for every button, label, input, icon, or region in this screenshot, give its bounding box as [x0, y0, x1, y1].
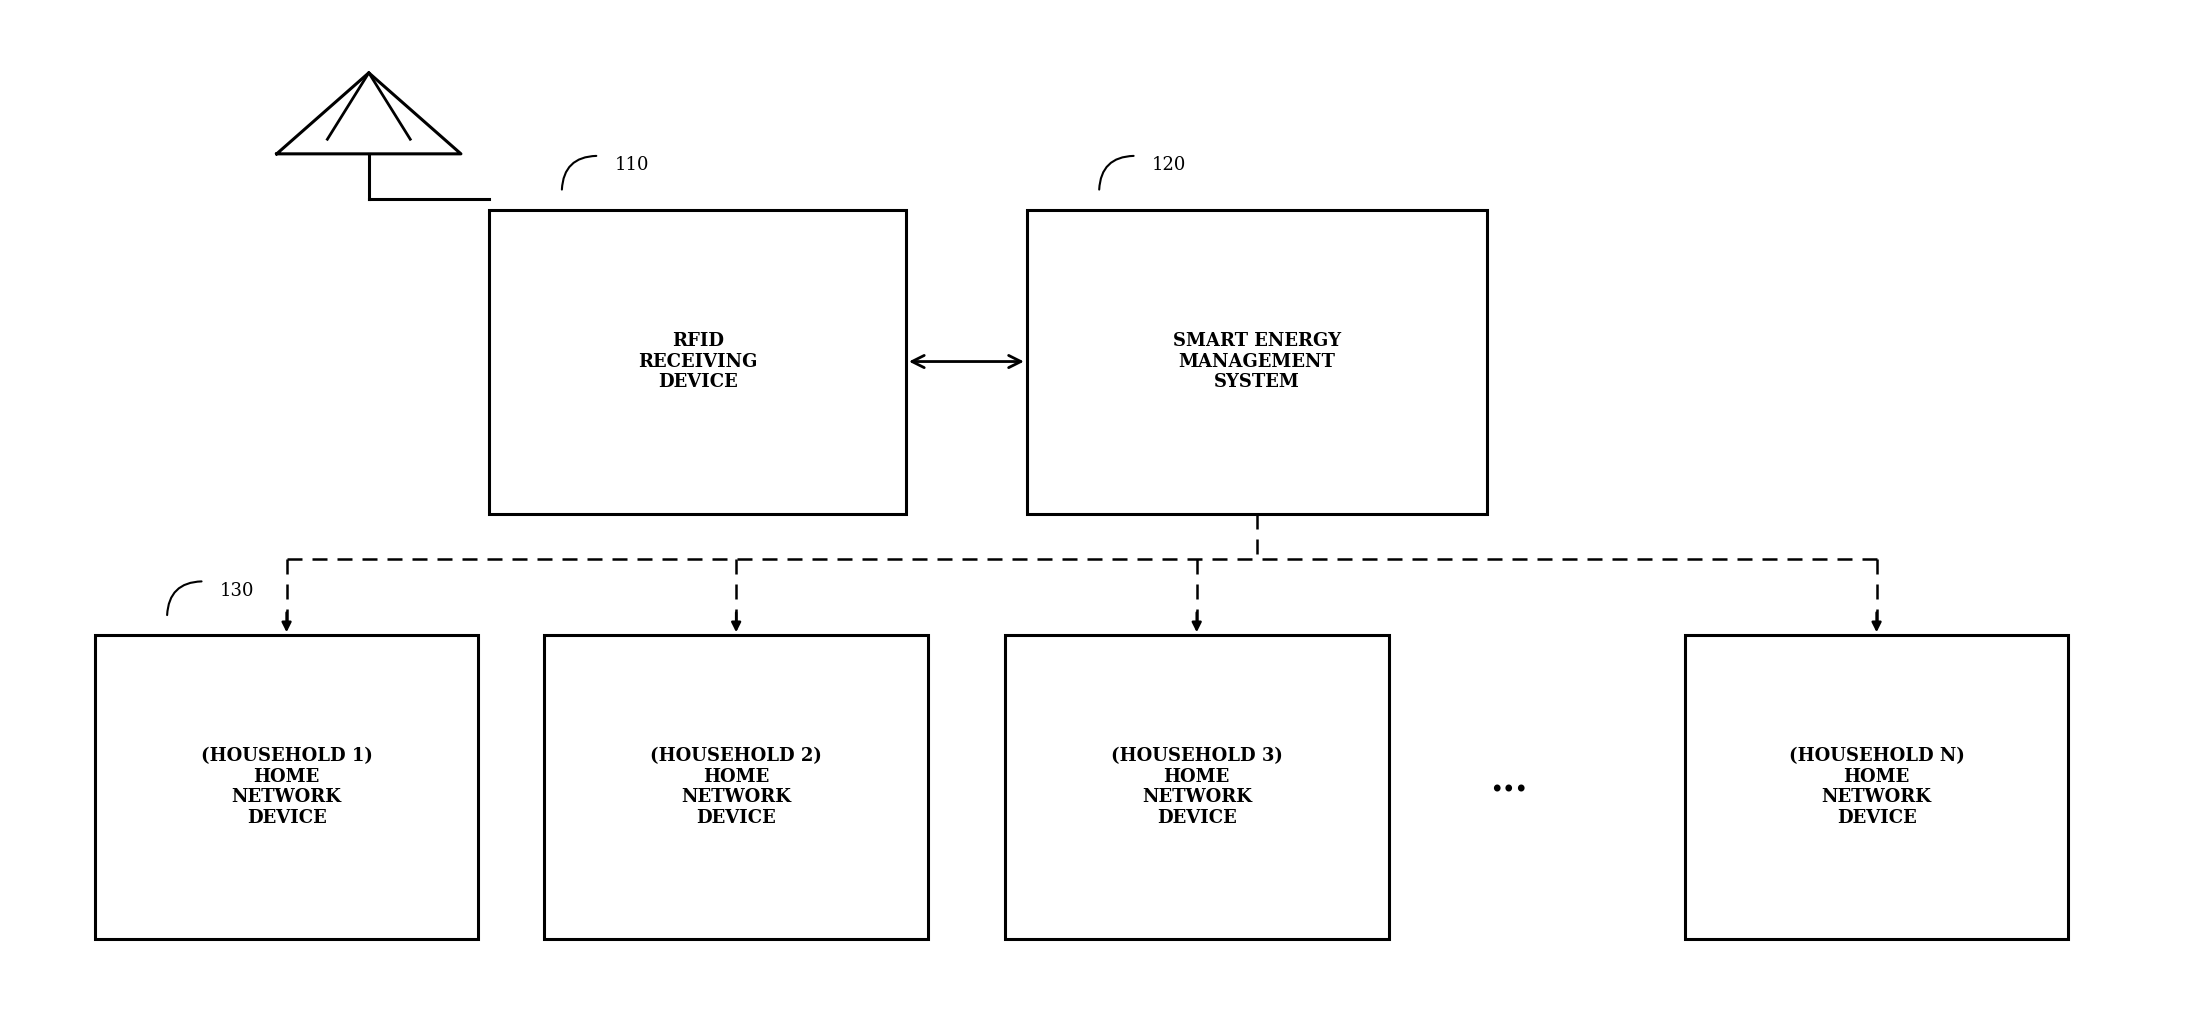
FancyBboxPatch shape — [95, 635, 479, 939]
Text: (HOUSEHOLD 3)
HOME
NETWORK
DEVICE: (HOUSEHOLD 3) HOME NETWORK DEVICE — [1110, 747, 1282, 827]
Text: (HOUSEHOLD N)
HOME
NETWORK
DEVICE: (HOUSEHOLD N) HOME NETWORK DEVICE — [1788, 747, 1964, 827]
Text: 120: 120 — [1152, 156, 1185, 175]
Text: 110: 110 — [614, 156, 649, 175]
Text: 130: 130 — [221, 581, 254, 600]
FancyBboxPatch shape — [545, 635, 929, 939]
FancyBboxPatch shape — [1026, 210, 1488, 514]
FancyBboxPatch shape — [1684, 635, 2068, 939]
Text: RFID
RECEIVING
DEVICE: RFID RECEIVING DEVICE — [638, 332, 757, 391]
Text: (HOUSEHOLD 1)
HOME
NETWORK
DEVICE: (HOUSEHOLD 1) HOME NETWORK DEVICE — [201, 747, 373, 827]
Text: ...: ... — [1490, 765, 1527, 799]
FancyBboxPatch shape — [1004, 635, 1388, 939]
Text: SMART ENERGY
MANAGEMENT
SYSTEM: SMART ENERGY MANAGEMENT SYSTEM — [1172, 332, 1342, 391]
Text: (HOUSEHOLD 2)
HOME
NETWORK
DEVICE: (HOUSEHOLD 2) HOME NETWORK DEVICE — [651, 747, 821, 827]
FancyBboxPatch shape — [490, 210, 907, 514]
